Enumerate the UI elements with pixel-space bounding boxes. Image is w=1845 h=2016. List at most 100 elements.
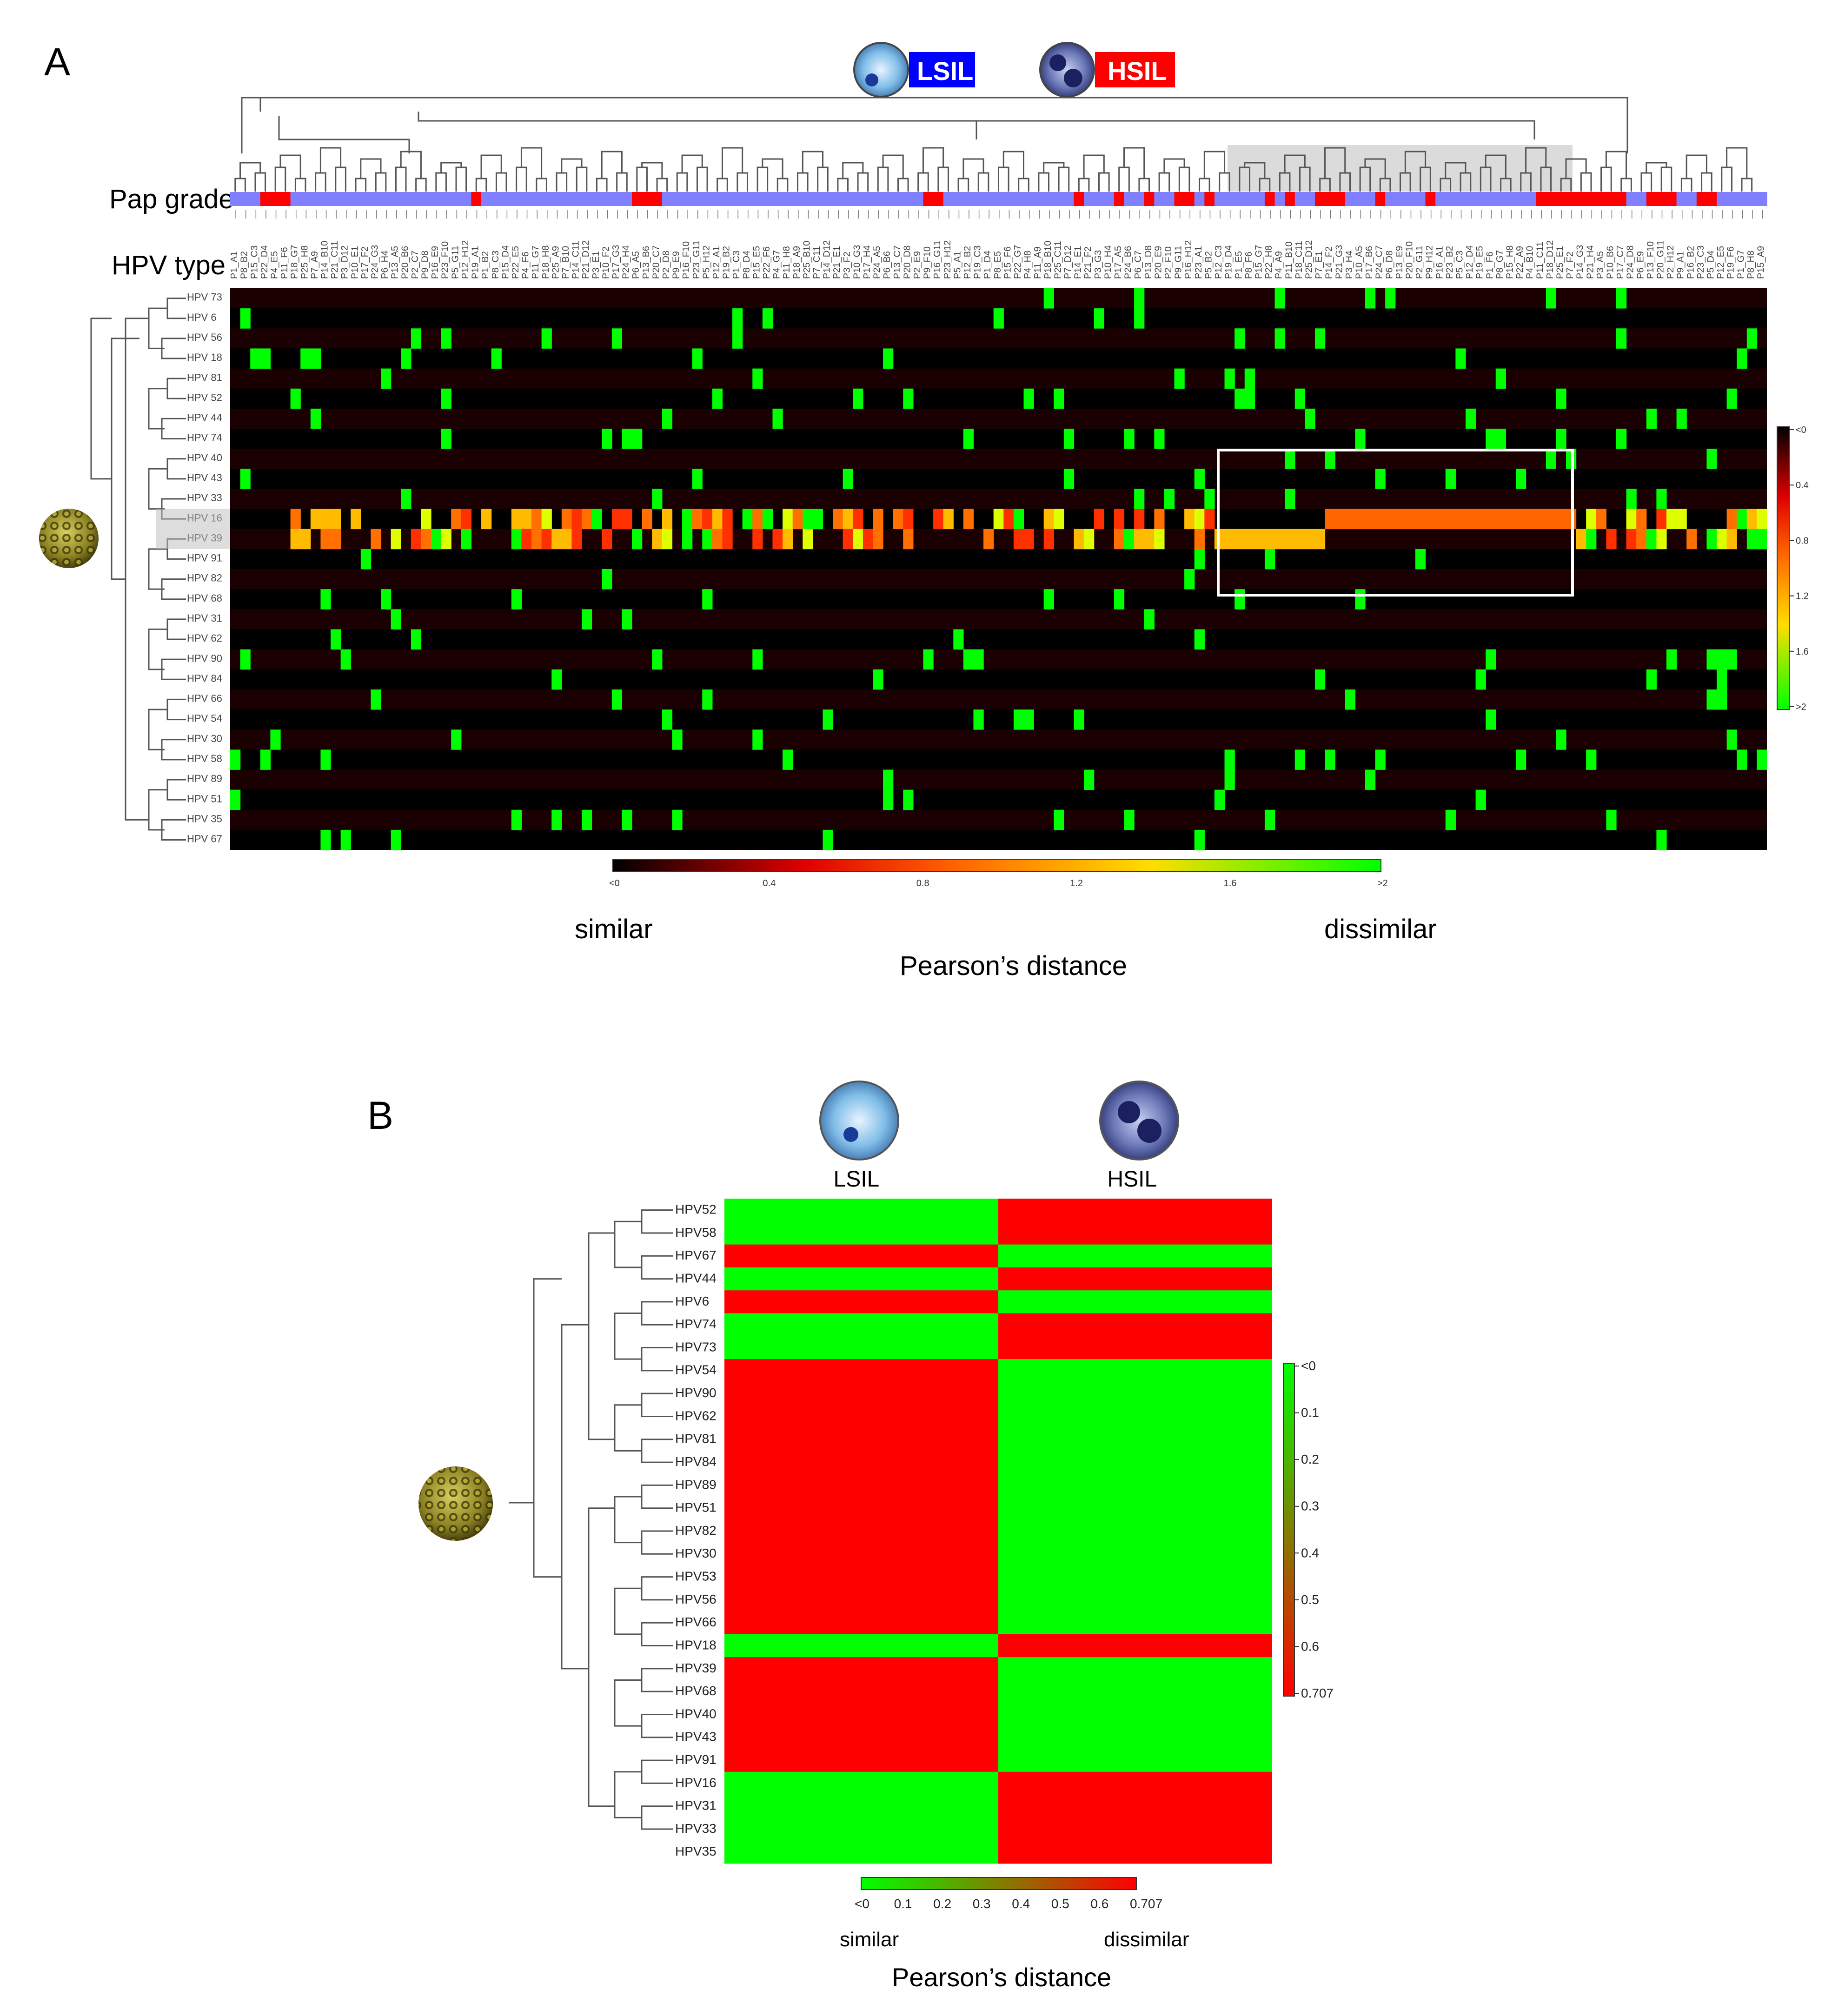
heatmap-a-cell xyxy=(1737,509,1747,530)
heatmap-a-cell xyxy=(1445,469,1456,489)
heatmap-a-cell xyxy=(1124,429,1135,449)
row-label-a: HPV 73 xyxy=(187,292,222,303)
heatmap-a-cell xyxy=(1194,549,1205,570)
sample-label: P24_D8 xyxy=(1626,245,1636,279)
row-label-b: HPV66 xyxy=(675,1615,717,1629)
sample-label: P3_G3 xyxy=(1093,250,1103,279)
heatmap-a-cell xyxy=(1355,589,1366,610)
heatmap-b-cell-lsil xyxy=(724,1634,999,1658)
heatmap-a-cell xyxy=(1204,509,1215,530)
heatmap-a-cell xyxy=(672,729,683,750)
sample-label: P20_C7 xyxy=(651,245,661,279)
heatmap-b-cell-lsil xyxy=(724,1588,999,1612)
row-label-b: HPV16 xyxy=(675,1775,717,1790)
legend-hsil: HSIL xyxy=(1039,42,1175,98)
heatmap-a-cell xyxy=(652,649,663,670)
sample-label: P8_H8 xyxy=(1746,251,1756,279)
pap-grade-cell xyxy=(1686,192,1697,206)
heatmap-a-cell xyxy=(250,348,261,369)
sample-label: P3_A5 xyxy=(1595,251,1606,279)
heatmap-a-cell xyxy=(1224,368,1235,389)
sample-label: P18_B10 xyxy=(1043,241,1053,279)
sample-label: P9_H12 xyxy=(1425,245,1435,279)
pap-grade-cell xyxy=(1405,192,1416,206)
heatmap-a-cell xyxy=(1606,809,1617,830)
heatmap-b-cell-lsil xyxy=(724,1428,999,1451)
panel-a-axis-title: Pearson’s distance xyxy=(900,951,1127,981)
heatmap-a-cell xyxy=(853,529,863,550)
pap-grade-cell xyxy=(1486,192,1496,206)
heatmap-a-cell xyxy=(732,308,743,329)
heatmap-a-cell xyxy=(441,429,451,449)
heatmap-a-cell xyxy=(1214,529,1225,550)
sample-label: P15_G7 xyxy=(1254,245,1264,279)
heatmap-a-cell xyxy=(1365,769,1376,790)
sample-label: P6_B6 xyxy=(882,251,892,279)
pap-grade-cell xyxy=(1415,192,1426,206)
row-label-a: HPV 31 xyxy=(187,612,222,624)
pap-grade-cell xyxy=(340,192,351,206)
heatmap-b-cell-hsil xyxy=(998,1840,1272,1864)
heatmap-a-cell xyxy=(1184,509,1195,530)
pap-grade-cell xyxy=(250,192,261,206)
heatmap-a-cell xyxy=(582,809,592,830)
sample-label: P9_E9 xyxy=(671,251,682,279)
heatmap-b-cell-hsil xyxy=(998,1428,1272,1451)
heatmap-a-cell xyxy=(1666,649,1677,670)
row-label-a: HPV 33 xyxy=(187,492,222,504)
heatmap-a-cell xyxy=(1144,529,1155,550)
pap-grade-cell xyxy=(642,192,652,206)
heatmap-b-cell-lsil xyxy=(724,1221,999,1245)
panel-b-column-label: HSIL xyxy=(1108,1167,1157,1192)
sample-label: P17_A5 xyxy=(1113,246,1123,279)
sample-label: P25_E1 xyxy=(1555,246,1565,279)
heatmap-a-cell xyxy=(963,429,974,449)
heatmap-a-cell xyxy=(1506,509,1516,530)
sample-label: P4_B10 xyxy=(1525,246,1535,279)
heatmap-a-cell xyxy=(541,529,552,550)
sample-label: P12_B2 xyxy=(962,246,973,279)
sample-label: P2_H12 xyxy=(1666,245,1676,279)
heatmap-a-cell xyxy=(722,529,733,550)
heatmap-a-cell xyxy=(1586,749,1597,770)
heatmap-a-cell xyxy=(722,509,733,530)
row-label-a: HPV 67 xyxy=(187,833,222,845)
sample-label: P11_G7 xyxy=(531,245,541,279)
heatmap-a-cell xyxy=(1726,509,1737,530)
pap-grade-cell xyxy=(1395,192,1406,206)
colorbar-b-vtick: 0.5 xyxy=(1301,1592,1319,1607)
heatmap-a-cell xyxy=(692,509,703,530)
heatmap-b-cell-hsil xyxy=(998,1497,1272,1520)
sample-label: P8_F6 xyxy=(1244,252,1254,279)
heatmap-b-cell-hsil xyxy=(998,1199,1272,1222)
pap-grade-cell xyxy=(521,192,532,206)
pap-grade-cell xyxy=(1526,192,1536,206)
row-label-a: HPV 35 xyxy=(187,813,222,824)
heatmap-a-cell xyxy=(541,328,552,349)
pap-grade-cell xyxy=(611,192,623,206)
colorbar-b-htick: 0.2 xyxy=(933,1897,951,1911)
sample-label: P10_B6 xyxy=(1606,246,1616,279)
row-label-a: HPV 51 xyxy=(187,793,222,804)
row-label-b: HPV84 xyxy=(675,1454,717,1469)
row-label-a: HPV 43 xyxy=(187,472,222,484)
heatmap-a-cell xyxy=(411,328,422,349)
pap-grade-cell xyxy=(1475,192,1486,206)
sample-label: P22_E5 xyxy=(511,246,521,279)
heatmap-a-cell xyxy=(1486,509,1496,530)
heatmap-a-cell xyxy=(903,789,914,810)
heatmap-a-cell xyxy=(290,529,301,550)
heatmap-a-cell xyxy=(752,729,763,750)
heatmap-a-cell xyxy=(1546,288,1556,309)
heatmap-a-cell xyxy=(963,509,974,530)
colorbar-a-vtick: 1.6 xyxy=(1796,647,1809,657)
colorbar-b-vtick: <0 xyxy=(1301,1359,1316,1373)
heatmap-a-cell xyxy=(300,529,311,550)
heatmap-a-cell xyxy=(993,509,1004,530)
heatmap-a-cell xyxy=(1656,489,1667,509)
heatmap-b-cell-hsil xyxy=(998,1771,1272,1795)
pap-grade-cell xyxy=(1656,192,1667,206)
pap-grade-cell xyxy=(290,192,301,206)
sample-label: P12_C3 xyxy=(1214,245,1224,279)
row-label-b: HPV39 xyxy=(675,1661,717,1675)
